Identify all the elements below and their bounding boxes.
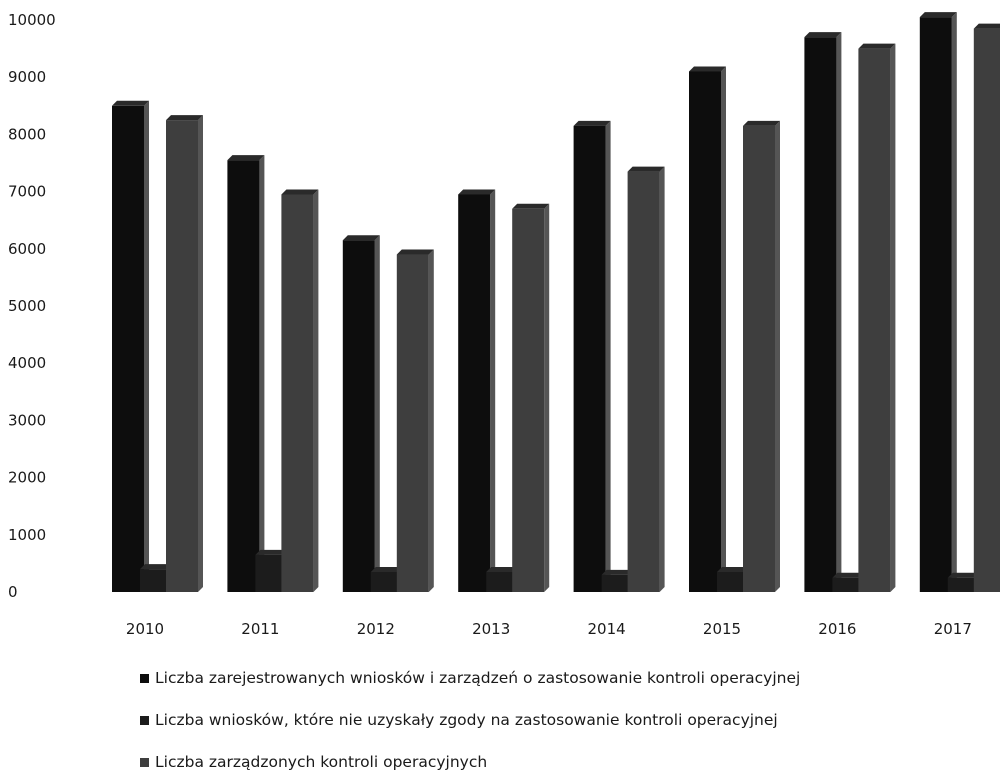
bar-top	[396, 249, 434, 255]
y-tick-label: 6000	[8, 240, 46, 258]
legend-item-registered: Liczba zarejestrowanych wniosków i zarzą…	[140, 668, 800, 688]
bar	[342, 240, 375, 592]
bar-side	[374, 235, 380, 592]
bar-side	[313, 189, 319, 592]
y-tick-label: 0	[8, 583, 18, 601]
x-tick-label: 2017	[934, 620, 972, 638]
legend-label-rejected: Liczba wniosków, które nie uzyskały zgod…	[155, 711, 778, 729]
bar-top	[743, 120, 780, 126]
y-tick-label: 8000	[8, 125, 46, 143]
legend-swatch-ordered	[140, 757, 149, 767]
bar	[166, 120, 198, 592]
bar	[573, 125, 606, 592]
bar-top	[112, 100, 149, 106]
bar-top	[858, 43, 896, 49]
bar	[973, 28, 1000, 592]
bar-top	[627, 166, 665, 172]
y-tick-label: 5000	[8, 297, 46, 315]
bar	[743, 125, 775, 592]
bar	[370, 571, 403, 592]
x-tick-label: 2014	[588, 620, 626, 638]
bar	[512, 208, 545, 592]
x-axis: 2010 2011 2012 2013 2014 2015 2016 2017	[126, 620, 972, 638]
bar	[140, 569, 172, 592]
bar	[281, 194, 314, 592]
bar-top	[973, 23, 1000, 29]
bar	[112, 105, 144, 593]
bar	[947, 577, 980, 592]
bar-top	[804, 32, 842, 38]
bar-side	[775, 120, 780, 592]
bar-side	[490, 189, 496, 592]
bar-top	[512, 203, 550, 209]
bar-top	[342, 235, 380, 241]
bar-side	[259, 155, 265, 592]
x-tick-label: 2016	[818, 620, 856, 638]
bar	[717, 571, 749, 592]
y-tick-label: 1000	[8, 526, 46, 544]
legend-swatch-rejected	[140, 715, 149, 725]
legend-item-ordered: Liczba zarządzonych kontroli operacyjnyc…	[140, 752, 800, 772]
bar	[804, 37, 837, 593]
bar-top	[919, 12, 957, 18]
y-tick-label: 10000	[8, 11, 56, 29]
y-tick-label: 7000	[8, 183, 46, 201]
x-tick-label: 2010	[126, 620, 164, 638]
bar	[486, 571, 519, 592]
bar	[832, 577, 865, 592]
bar-chart: 0 1000 2000 3000 4000 5000 6000 7000 8000 9000 100…	[8, 11, 1000, 638]
legend: Liczba zarejestrowanych wniosków i zarzą…	[140, 668, 800, 772]
bar-top	[573, 120, 611, 126]
bar-top	[227, 155, 265, 161]
bar-side	[198, 115, 203, 592]
bar-side	[144, 100, 149, 593]
bar	[858, 48, 891, 593]
bar-side	[544, 203, 550, 592]
bar-top	[166, 115, 203, 121]
bar-top	[458, 189, 496, 195]
y-tick-label: 9000	[8, 68, 46, 86]
legend-label-ordered: Liczba zarządzonych kontroli operacyjnyc…	[155, 753, 488, 771]
x-tick-label: 2012	[357, 620, 395, 638]
bar	[601, 574, 634, 592]
bar-side	[721, 66, 726, 593]
bar-top	[689, 66, 726, 72]
y-tick-label: 4000	[8, 354, 46, 372]
x-tick-label: 2011	[241, 620, 279, 638]
y-tick-label: 2000	[8, 469, 46, 487]
y-axis: 0 1000 2000 3000 4000 5000 6000 7000 8000 9000 100…	[8, 11, 56, 601]
bar-side	[605, 120, 611, 592]
legend-label-registered: Liczba zarejestrowanych wniosków i zarzą…	[155, 669, 801, 687]
legend-swatch-registered	[140, 673, 149, 683]
x-tick-label: 2013	[472, 620, 510, 638]
bar	[458, 194, 491, 592]
bar	[627, 171, 660, 592]
x-tick-label: 2015	[703, 620, 741, 638]
bar-side	[659, 166, 665, 592]
bar	[919, 17, 952, 592]
bar-side	[836, 32, 842, 593]
bar-top	[281, 189, 319, 195]
bar-side	[428, 249, 434, 592]
bar	[396, 254, 429, 592]
y-tick-label: 3000	[8, 411, 46, 429]
bar-side	[890, 43, 896, 593]
bars	[112, 12, 1000, 593]
legend-item-rejected: Liczba wniosków, które nie uzyskały zgod…	[140, 710, 800, 730]
bar	[227, 160, 260, 592]
bar-side	[951, 12, 957, 592]
bar	[689, 71, 721, 593]
